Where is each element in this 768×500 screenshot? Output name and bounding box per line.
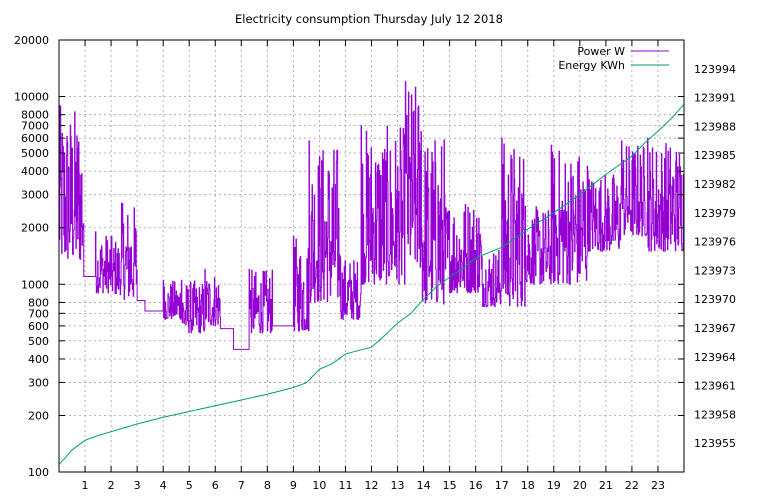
y-tick-label: 500 xyxy=(28,335,49,348)
y-tick-label: 4000 xyxy=(21,165,49,178)
x-tick-label: 13 xyxy=(391,479,405,492)
x-tick-label: 19 xyxy=(547,479,561,492)
y-tick-label: 300 xyxy=(28,376,49,389)
series-line-power xyxy=(58,81,685,350)
power-series xyxy=(58,81,685,350)
x-tick-label: 10 xyxy=(312,479,326,492)
y-tick-label: 200 xyxy=(28,409,49,422)
y2-tick-label: 123955 xyxy=(694,437,736,450)
x-tick-label: 3 xyxy=(134,479,141,492)
y-tick-label: 3000 xyxy=(21,189,49,202)
x-tick-label: 9 xyxy=(290,479,297,492)
y2-tick-label: 123961 xyxy=(694,380,736,393)
y2-tick-label: 123958 xyxy=(694,408,736,421)
legend: Power W Energy KWh xyxy=(558,45,669,72)
y-tick-label: 400 xyxy=(28,353,49,366)
x-tick-label: 2 xyxy=(108,479,115,492)
y2-tick-label: 123979 xyxy=(694,207,736,220)
x-tick-label: 8 xyxy=(264,479,271,492)
chart-title: Electricity consumption Thursday July 12… xyxy=(235,12,503,26)
y-tick-label: 800 xyxy=(28,296,49,309)
y-tick-label: 8000 xyxy=(21,109,49,122)
y-tick-label: 700 xyxy=(28,307,49,320)
y2-tick-label: 123991 xyxy=(694,92,736,105)
y2-tick-label: 123967 xyxy=(694,322,736,335)
y2-tick-label: 123994 xyxy=(694,63,736,76)
y-tick-label: 5000 xyxy=(21,147,49,160)
y2-tick-label: 123988 xyxy=(694,120,736,133)
x-tick-label: 1 xyxy=(82,479,89,492)
x-tick-label: 12 xyxy=(365,479,379,492)
x-tick-label: 5 xyxy=(186,479,193,492)
series-line-energy xyxy=(58,103,685,465)
y2-tick-label: 123982 xyxy=(694,178,736,191)
x-tick-label: 4 xyxy=(160,479,167,492)
y-tick-label: 10000 xyxy=(14,91,49,104)
x-tick-label: 14 xyxy=(417,479,431,492)
y2-tick-label: 123973 xyxy=(694,264,736,277)
x-tick-label: 20 xyxy=(573,479,587,492)
x-tick-label: 18 xyxy=(521,479,535,492)
x-tick-label: 15 xyxy=(443,479,457,492)
y-tick-label: 20000 xyxy=(14,34,49,47)
y2-tick-label: 123985 xyxy=(694,149,736,162)
y2-tick-label: 123964 xyxy=(694,351,736,364)
y2-tick-label: 123970 xyxy=(694,293,736,306)
x-tick-label: 22 xyxy=(625,479,639,492)
x-tick-label: 11 xyxy=(338,479,352,492)
y-tick-label: 7000 xyxy=(21,120,49,133)
energy-series xyxy=(58,103,685,465)
y-tick-label: 600 xyxy=(28,320,49,333)
legend-label-energy: Energy KWh xyxy=(558,59,625,72)
x-tick-label: 16 xyxy=(469,479,483,492)
y-tick-label: 2000 xyxy=(21,222,49,235)
y-tick-label: 6000 xyxy=(21,132,49,145)
x-tick-label: 21 xyxy=(599,479,613,492)
y-tick-label: 1000 xyxy=(21,278,49,291)
y-tick-label: 100 xyxy=(28,466,49,479)
x-tick-label: 17 xyxy=(495,479,509,492)
x-tick-label: 23 xyxy=(651,479,665,492)
x-tick-label: 6 xyxy=(212,479,219,492)
x-tick-label: 7 xyxy=(238,479,245,492)
y2-tick-label: 123976 xyxy=(694,236,736,249)
legend-label-power: Power W xyxy=(577,45,625,58)
